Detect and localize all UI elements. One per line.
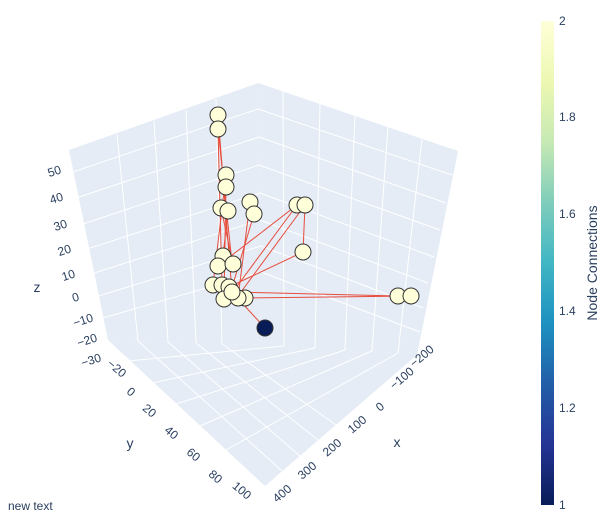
edge xyxy=(217,128,233,264)
z-tick-label: 30 xyxy=(52,216,69,234)
x-tick-label: 400 xyxy=(270,481,295,505)
y-tick-label: 100 xyxy=(230,479,255,503)
edge xyxy=(244,295,412,299)
annotation-text: new text xyxy=(8,499,53,513)
scene-panes xyxy=(69,83,458,486)
edge xyxy=(231,204,298,294)
y-tick-label: 20 xyxy=(140,401,159,421)
floor-pane xyxy=(108,340,417,486)
node[interactable] xyxy=(209,257,227,275)
edge xyxy=(230,213,255,292)
node[interactable] xyxy=(296,196,314,214)
z-axis: 50 40 30 20 10 0 −10 −20 −30 z xyxy=(34,162,104,370)
colorbar-title: Node Connections xyxy=(584,205,600,320)
z-tick-label: −30 xyxy=(79,350,103,370)
node[interactable] xyxy=(256,319,274,337)
z-tick-label: −10 xyxy=(71,310,95,330)
z-tick-label: 20 xyxy=(56,241,73,259)
colorbar-tick-label: 1.8 xyxy=(559,110,576,124)
y-tick-label: 60 xyxy=(184,445,203,465)
y-axis-title: y xyxy=(127,435,134,451)
node[interactable] xyxy=(245,205,263,223)
x-tick-label: 100 xyxy=(345,412,370,436)
colorbar-tick-label: 1.4 xyxy=(559,304,576,318)
colorbar-tick-label: 2 xyxy=(559,14,566,28)
node[interactable] xyxy=(209,120,227,138)
z-tick-label: 40 xyxy=(48,189,65,207)
z-tick-label: 10 xyxy=(60,266,77,284)
node[interactable] xyxy=(402,287,420,305)
network-nodes xyxy=(204,106,420,337)
colorbar-tick-label: 1.2 xyxy=(559,401,576,415)
colorbar-gradient xyxy=(541,21,554,505)
x-axis-title: x xyxy=(394,434,401,450)
x-tick-label: 0 xyxy=(373,399,387,414)
node[interactable] xyxy=(217,178,235,196)
z-tick-label: −20 xyxy=(75,330,99,350)
y-tick-label: 80 xyxy=(206,467,225,487)
node[interactable] xyxy=(224,255,242,273)
node[interactable] xyxy=(294,243,312,261)
y-tick-label: 0 xyxy=(124,384,138,399)
z-axis-title: z xyxy=(34,279,41,295)
edge xyxy=(228,251,304,288)
edge xyxy=(232,291,399,297)
back-right-wall xyxy=(258,83,458,355)
node[interactable] xyxy=(219,202,237,220)
colorbar: 2 1.8 1.6 1.4 1.2 1 Node Connections xyxy=(541,14,600,512)
y-tick-label: 40 xyxy=(162,423,181,443)
y-tick-label: −20 xyxy=(104,356,129,380)
colorbar-tick-label: 1.6 xyxy=(559,207,576,221)
x-tick-label: 200 xyxy=(320,435,345,459)
colorbar-tick-label: 1 xyxy=(559,498,566,512)
z-tick-label: 0 xyxy=(70,289,81,304)
node[interactable] xyxy=(223,283,241,301)
x-tick-label: 300 xyxy=(295,458,320,482)
edge xyxy=(240,204,306,293)
z-tick-label: 50 xyxy=(46,162,63,180)
